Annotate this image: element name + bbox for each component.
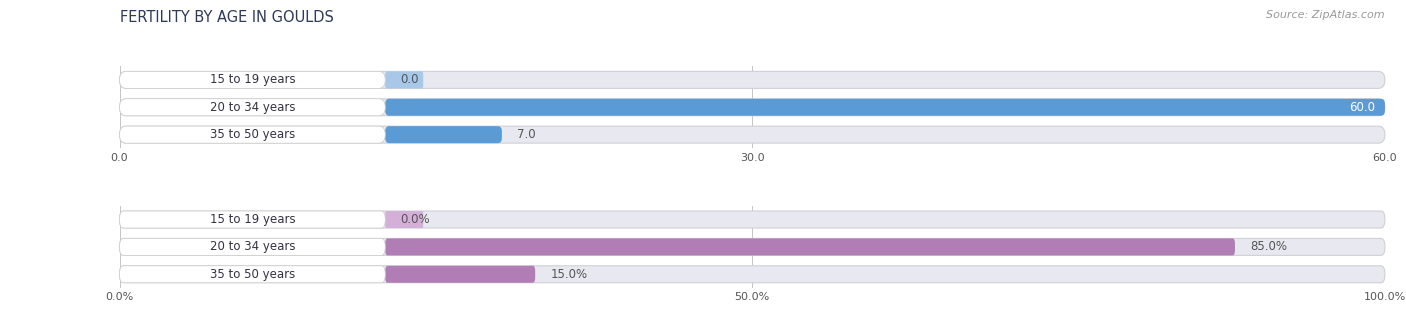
- FancyBboxPatch shape: [385, 238, 1234, 256]
- FancyBboxPatch shape: [120, 238, 385, 256]
- Text: 15.0%: 15.0%: [550, 268, 588, 281]
- FancyBboxPatch shape: [120, 266, 1385, 283]
- FancyBboxPatch shape: [120, 71, 1385, 88]
- Text: 0.0: 0.0: [401, 73, 419, 86]
- FancyBboxPatch shape: [385, 126, 502, 143]
- Text: 0.0%: 0.0%: [401, 213, 430, 226]
- Text: FERTILITY BY AGE IN GOULDS: FERTILITY BY AGE IN GOULDS: [120, 10, 333, 25]
- Text: 35 to 50 years: 35 to 50 years: [209, 128, 295, 141]
- FancyBboxPatch shape: [385, 99, 1385, 116]
- FancyBboxPatch shape: [385, 266, 536, 283]
- Text: 35 to 50 years: 35 to 50 years: [209, 268, 295, 281]
- Text: Source: ZipAtlas.com: Source: ZipAtlas.com: [1267, 10, 1385, 20]
- Text: 15 to 19 years: 15 to 19 years: [209, 213, 295, 226]
- FancyBboxPatch shape: [120, 211, 385, 228]
- FancyBboxPatch shape: [120, 238, 1385, 256]
- FancyBboxPatch shape: [120, 266, 385, 283]
- FancyBboxPatch shape: [385, 211, 423, 228]
- Text: 7.0: 7.0: [517, 128, 536, 141]
- Text: 15 to 19 years: 15 to 19 years: [209, 73, 295, 86]
- Text: 85.0%: 85.0%: [1250, 240, 1286, 254]
- Text: 60.0: 60.0: [1348, 101, 1375, 114]
- FancyBboxPatch shape: [120, 99, 1385, 116]
- FancyBboxPatch shape: [120, 126, 1385, 143]
- Text: 20 to 34 years: 20 to 34 years: [209, 240, 295, 254]
- FancyBboxPatch shape: [120, 211, 1385, 228]
- FancyBboxPatch shape: [385, 71, 423, 88]
- FancyBboxPatch shape: [120, 71, 385, 88]
- FancyBboxPatch shape: [120, 126, 385, 143]
- FancyBboxPatch shape: [120, 99, 385, 116]
- Text: 20 to 34 years: 20 to 34 years: [209, 101, 295, 114]
